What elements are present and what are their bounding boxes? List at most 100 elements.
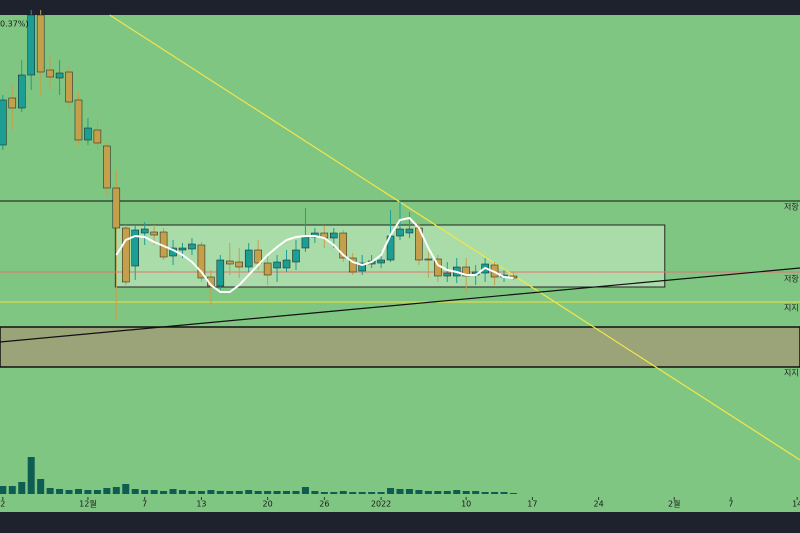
candle-body — [443, 272, 452, 277]
candle-body — [197, 244, 206, 279]
volume-bar — [339, 491, 347, 494]
volume-bar — [500, 492, 508, 494]
volume-bar — [462, 491, 470, 494]
candle-body — [103, 145, 111, 189]
candle-body — [424, 258, 433, 261]
volume-bar — [292, 491, 300, 494]
bottom-bar — [0, 512, 800, 533]
volume-bar — [481, 492, 489, 494]
volume-bar — [56, 489, 64, 494]
x-tick-label: 26 — [319, 500, 329, 509]
volume-bar — [245, 490, 253, 494]
volume-bar — [320, 492, 328, 494]
x-tick-label: 12월 — [79, 499, 97, 509]
volume-bar — [472, 491, 480, 494]
x-tick-label: 7 — [728, 500, 733, 509]
candle-body — [55, 72, 64, 79]
x-tick-label: 7 — [142, 500, 147, 509]
level-label: 저항 — [784, 203, 799, 212]
trend-line — [0, 267, 800, 343]
volume-bar — [254, 491, 262, 494]
x-tick-label: 2022 — [371, 500, 391, 509]
candle-body — [377, 259, 385, 264]
volume-bar — [93, 490, 101, 494]
x-tick-label: 17 — [527, 500, 537, 509]
volume-bar — [273, 491, 281, 494]
volume-bar — [169, 489, 177, 494]
volume-bar — [8, 486, 16, 494]
x-tick-label: 14 — [792, 500, 800, 509]
candle-body — [36, 14, 45, 73]
volume-bar — [443, 491, 451, 494]
candle-body — [348, 257, 357, 273]
candle-body — [235, 261, 243, 268]
volume-bar — [122, 484, 130, 494]
zone-label: 저항 — [784, 275, 799, 284]
volume-bar — [377, 492, 385, 494]
candle-body — [17, 74, 26, 109]
top-bar — [0, 0, 800, 15]
volume-bar — [235, 491, 243, 494]
x-tick-label: 10 — [461, 500, 471, 509]
volume-bar — [264, 491, 272, 494]
candle-body — [112, 187, 121, 229]
volume-bar — [131, 489, 139, 494]
volume-bar — [112, 487, 120, 494]
volume-bar — [311, 491, 319, 494]
volume-bar — [0, 486, 7, 494]
volume-bar — [368, 492, 376, 494]
candle-body — [178, 247, 187, 251]
candle-body — [150, 231, 158, 236]
candle-body — [273, 261, 281, 269]
candle-body — [84, 127, 92, 141]
volume-bar — [358, 492, 366, 494]
volume-bar — [188, 491, 196, 494]
volume-bar — [74, 489, 82, 494]
volume-bar — [491, 492, 499, 494]
volume-bar — [396, 489, 404, 494]
candle-body — [339, 232, 348, 259]
candle-body — [93, 129, 102, 144]
candle-body — [140, 228, 149, 234]
x-tick-label: 2 — [0, 500, 5, 509]
volume-bar — [207, 490, 215, 494]
candle-body — [244, 249, 253, 268]
candle-body — [27, 14, 35, 76]
candle-body — [330, 232, 338, 239]
volume-bar — [65, 490, 73, 494]
candle-body — [0, 99, 7, 146]
volume-bar — [349, 492, 357, 494]
candle-body — [254, 249, 262, 264]
candle-body — [122, 227, 130, 283]
candle-body — [263, 262, 272, 276]
candle-body — [282, 259, 291, 269]
volume-bar — [387, 488, 395, 494]
zone-label: 지지 — [784, 369, 799, 378]
volume-bar — [226, 491, 234, 494]
candle-body — [65, 71, 73, 103]
volume-bar — [18, 482, 26, 494]
volume-bar — [453, 490, 461, 494]
volume-bar — [179, 490, 187, 494]
legend-text: (-0.37%) — [0, 20, 29, 29]
candle-body — [74, 99, 83, 141]
candle-body — [358, 262, 366, 272]
trend-line — [109, 14, 800, 461]
volume-bar — [415, 490, 423, 494]
x-tick-label: 24 — [593, 500, 603, 509]
volume-bar — [84, 490, 92, 494]
volume-bar — [330, 492, 338, 494]
volume-bar — [424, 491, 432, 494]
x-tick-label: 20 — [263, 500, 273, 509]
candle-body — [8, 97, 17, 109]
volume-bar — [27, 457, 35, 494]
volume-bar — [103, 488, 111, 494]
volume-bar — [283, 491, 291, 494]
moving-average — [115, 216, 514, 293]
candle-body — [301, 235, 310, 249]
volume-bar — [216, 491, 224, 494]
volume-bar — [150, 490, 158, 494]
level-label: 지지 — [784, 304, 799, 313]
